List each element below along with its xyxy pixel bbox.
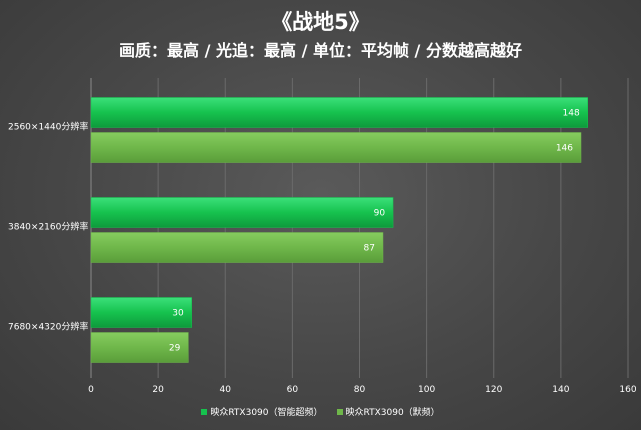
x-tick-label: 0 <box>88 385 94 395</box>
chart-title: 《战地5》 <box>271 10 370 34</box>
legend-label-oc: 映众RTX3090（智能超频） <box>210 408 323 418</box>
legend-swatch-oc <box>201 408 208 415</box>
bar <box>90 297 192 328</box>
data-label: 87 <box>364 244 375 254</box>
data-label: 148 <box>563 109 580 119</box>
category-label: 7680×4320分辨率 <box>8 321 88 333</box>
x-tick-label: 80 <box>354 385 366 395</box>
x-tick-label: 20 <box>152 385 164 395</box>
category-label: 3840×2160分辨率 <box>8 221 88 233</box>
chart-legend: 映众RTX3090（智能超频） 映众RTX3090（默频） <box>0 405 641 418</box>
x-tick-label: 60 <box>287 385 299 395</box>
bar <box>90 97 588 128</box>
chart-subtitle: 画质：最高 / 光追：最高 / 单位：平均帧 / 分数越高越好 <box>119 41 522 60</box>
x-tick-label: 120 <box>485 385 502 395</box>
data-label: 90 <box>374 209 386 219</box>
legend-swatch-default <box>336 408 343 415</box>
data-label: 29 <box>169 344 181 354</box>
x-tick-label: 40 <box>220 385 232 395</box>
bar <box>90 332 189 363</box>
bar <box>90 232 384 263</box>
legend-item-default: 映众RTX3090（默频） <box>336 405 440 418</box>
x-tick-label: 140 <box>552 385 569 395</box>
legend-label-default: 映众RTX3090（默频） <box>345 408 440 418</box>
category-label: 2560×1440分辨率 <box>8 121 88 133</box>
data-label: 146 <box>556 144 573 154</box>
legend-item-oc: 映众RTX3090（智能超频） <box>201 405 323 418</box>
bar <box>90 132 582 163</box>
x-tick-label: 160 <box>619 385 636 395</box>
data-label: 30 <box>172 309 184 319</box>
bar <box>90 197 394 228</box>
x-tick-label: 100 <box>418 385 435 395</box>
